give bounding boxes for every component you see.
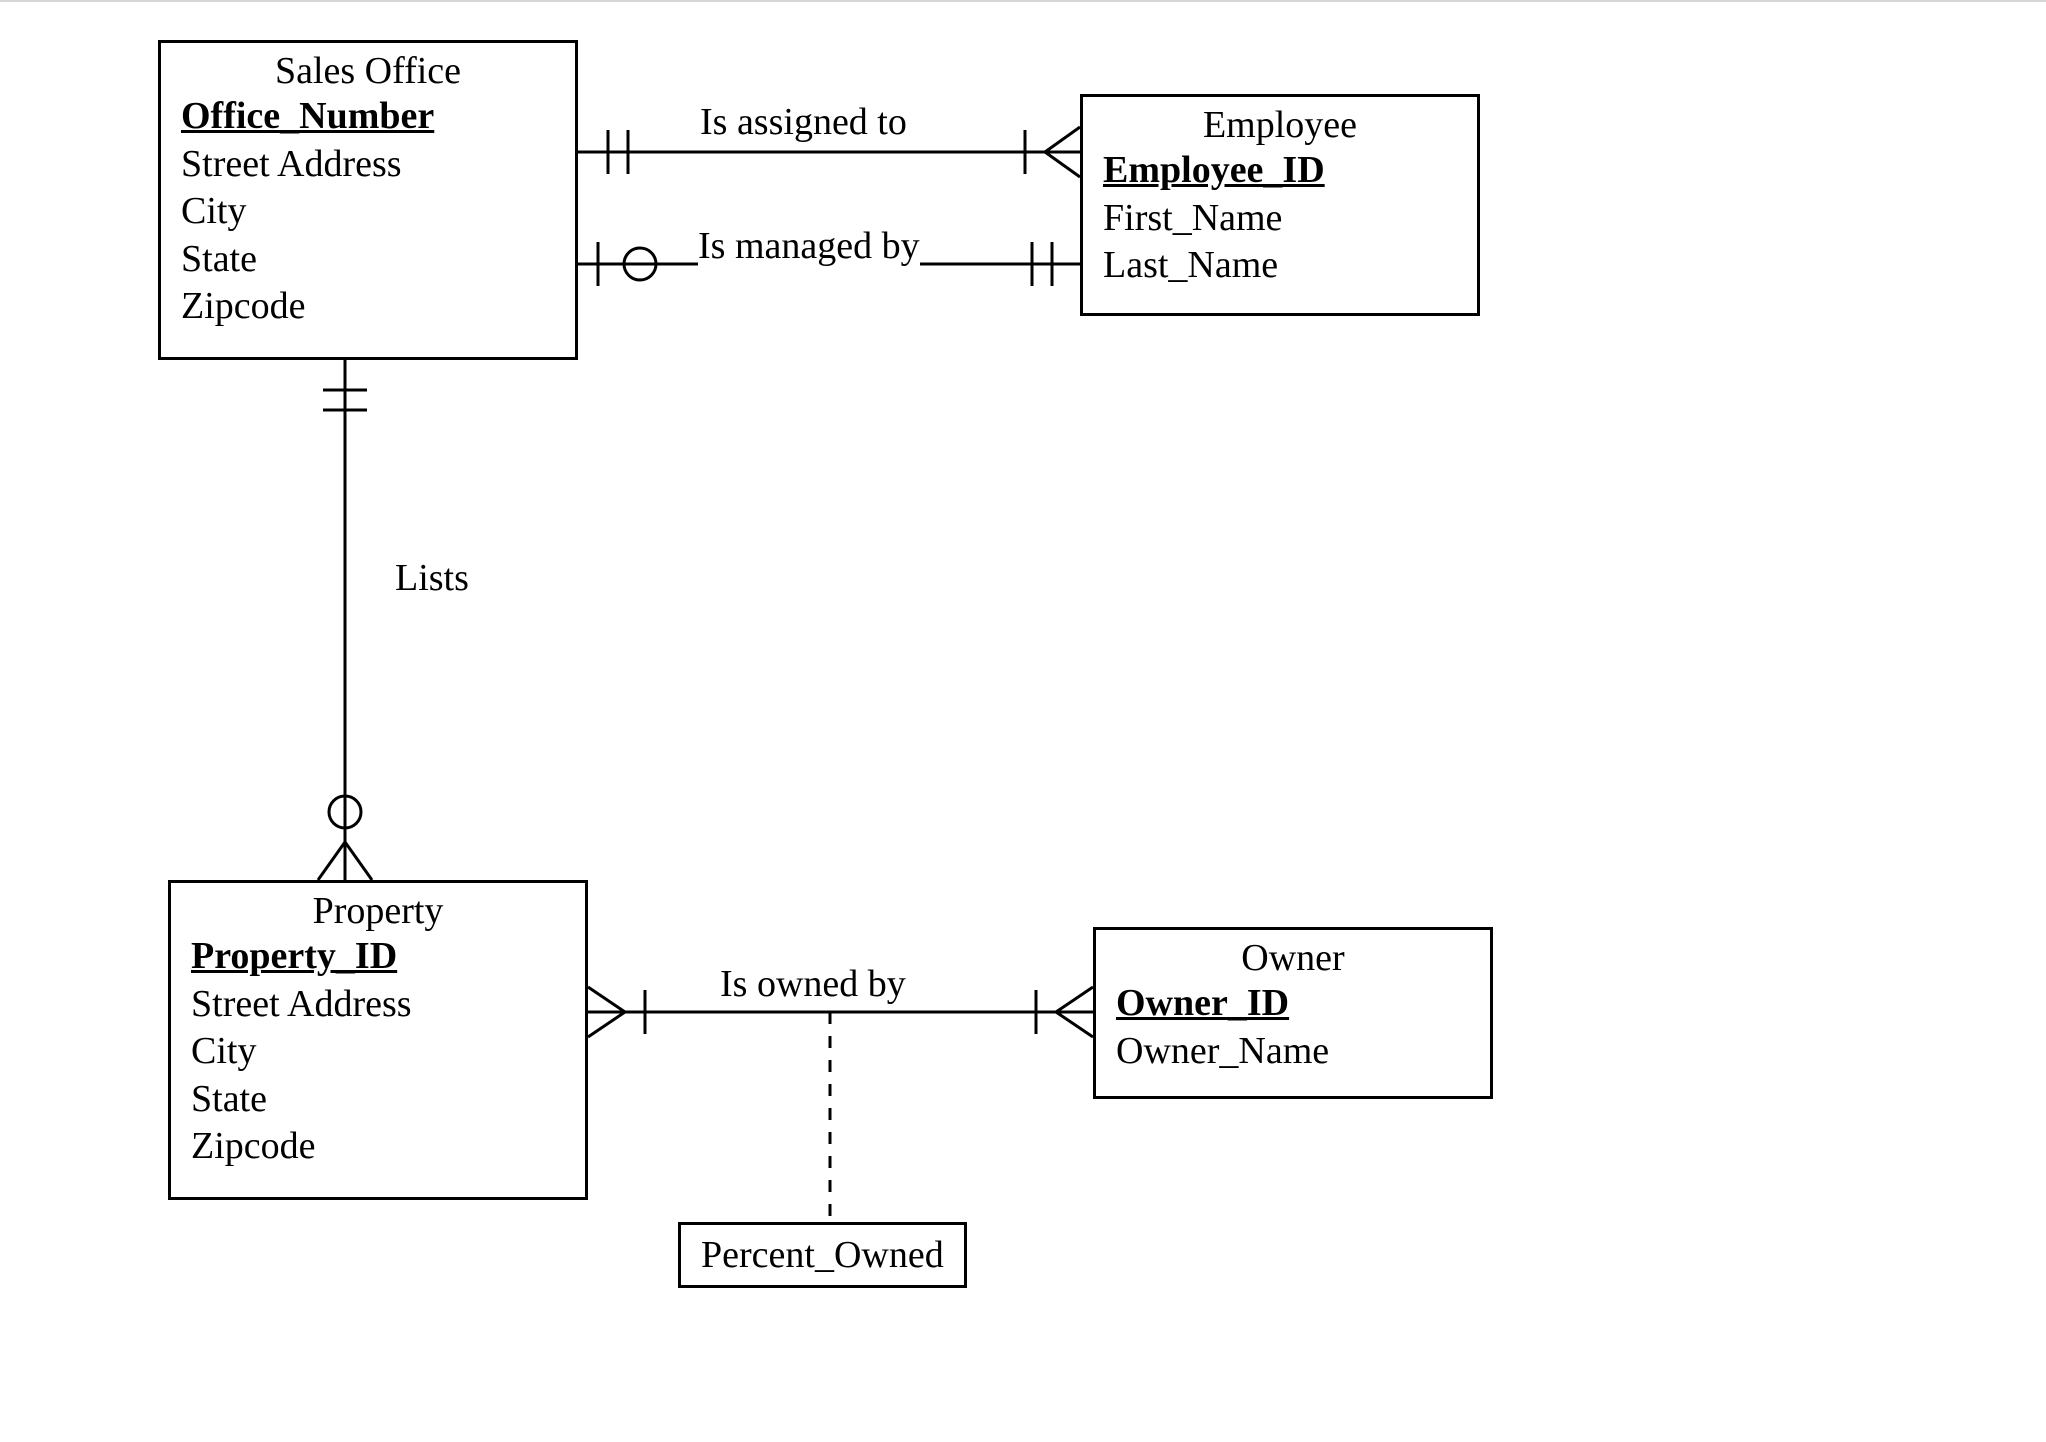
attr: Street Address xyxy=(191,981,565,1029)
rel-label-is-assigned-to: Is assigned to xyxy=(700,100,907,144)
entity-sales-office: Sales Office Office_Number Street Addres… xyxy=(158,40,578,360)
attr: State xyxy=(181,236,555,284)
entity-property: Property Property_ID Street Address City… xyxy=(168,880,588,1200)
assoc-percent-owned: Percent_Owned xyxy=(678,1222,967,1288)
er-diagram-canvas: Sales Office Office_Number Street Addres… xyxy=(0,0,2046,1442)
rel-label-is-managed-by: Is managed by xyxy=(698,224,920,268)
entity-title: Owner xyxy=(1116,936,1470,980)
attr: City xyxy=(181,188,555,236)
attr: First_Name xyxy=(1103,195,1457,243)
attr: State xyxy=(191,1076,565,1124)
rel-label-lists: Lists xyxy=(395,556,469,600)
attr: Last_Name xyxy=(1103,242,1457,290)
attr: Street Address xyxy=(181,141,555,189)
entity-owner: Owner Owner_ID Owner_Name xyxy=(1093,927,1493,1099)
attr: Zipcode xyxy=(181,283,555,331)
entity-title: Employee xyxy=(1103,103,1457,147)
entity-employee: Employee Employee_ID First_Name Last_Nam… xyxy=(1080,94,1480,316)
attr: City xyxy=(191,1028,565,1076)
pk-property-id: Property_ID xyxy=(191,933,565,981)
entity-title: Property xyxy=(191,889,565,933)
attr: Zipcode xyxy=(191,1123,565,1171)
attr: Owner_Name xyxy=(1116,1028,1470,1076)
pk-owner-id: Owner_ID xyxy=(1116,980,1470,1028)
pk-office-number: Office_Number xyxy=(181,93,555,141)
entity-title: Sales Office xyxy=(181,49,555,93)
pk-employee-id: Employee_ID xyxy=(1103,147,1457,195)
rel-label-is-owned-by: Is owned by xyxy=(720,962,906,1006)
